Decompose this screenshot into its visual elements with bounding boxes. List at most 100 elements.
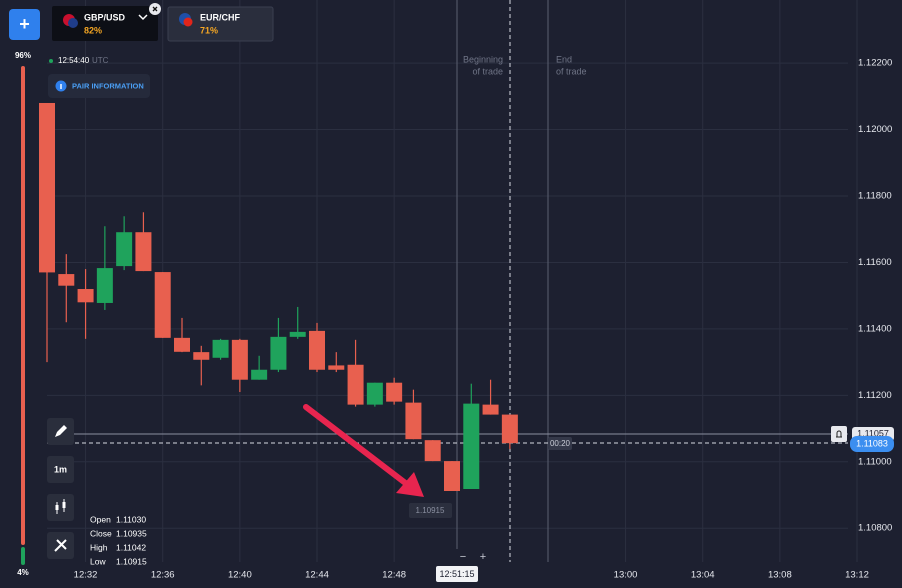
end-label: End <box>556 54 572 64</box>
candle-body <box>347 364 364 405</box>
current-price: 1.11083 <box>856 438 888 448</box>
zoom-in[interactable]: + <box>480 551 486 563</box>
begin-label: of trade <box>472 66 503 76</box>
candle-body <box>39 102 55 273</box>
tab-payout: 71% <box>200 25 218 35</box>
candle-body <box>405 402 422 440</box>
x-tick-label: 12:40 <box>228 570 252 581</box>
ohlc-value: 1.11042 <box>116 542 146 552</box>
candle-body <box>366 382 383 405</box>
candle-body <box>444 461 460 491</box>
sentiment-down <box>21 66 25 545</box>
chevron[interactable] <box>138 14 148 21</box>
timeframe: 1m <box>54 464 67 474</box>
x-axis: 12:32 12:36 12:40 12:44 12:48 13:00 13:04 13:08… <box>74 570 869 581</box>
x-tick-label: 13:08 <box>768 570 792 581</box>
info-icon <box>60 84 62 89</box>
x-tick-label: 13:12 <box>845 570 869 581</box>
y-tick-label: 1.11600 <box>858 257 892 268</box>
candle-body <box>289 331 306 337</box>
x-tick-label: 12:36 <box>151 570 175 581</box>
close-icon <box>152 6 158 12</box>
sentiment-up <box>21 547 25 565</box>
up-percent: 96% <box>15 51 31 60</box>
zoom-controls <box>454 549 492 565</box>
candle-body <box>58 274 75 286</box>
down-percent: 4% <box>17 568 29 577</box>
candle-body <box>386 382 403 402</box>
ohlc-label: Low <box>90 556 106 566</box>
candle-body <box>174 337 190 352</box>
candle-body <box>482 404 499 415</box>
candle-body <box>328 365 345 370</box>
begin-label: Beginning <box>463 54 503 64</box>
y-tick-label: 1.11000 <box>858 456 892 467</box>
countdown: 00:20 <box>550 439 571 448</box>
tab[interactable] <box>167 6 274 42</box>
y-tick-label: 1.12200 <box>858 58 892 69</box>
y-tick-label: 1.12000 <box>858 124 892 135</box>
add-button[interactable] <box>9 9 40 40</box>
y-tick-label: 1.11800 <box>858 191 892 202</box>
ohlc-value: 1.10915 <box>116 556 147 566</box>
ohlc-box: Open 1.11030 Close 1.10935 High 1.11042 Low 1.1… <box>90 514 147 566</box>
x-tick-label: 12:48 <box>382 570 406 581</box>
x-tick-label: 13:04 <box>691 570 715 581</box>
live-dot <box>49 59 53 63</box>
add-button-label: + <box>19 14 30 34</box>
indicator-icon <box>54 539 67 552</box>
x-tick-label: 12:32 <box>74 570 98 581</box>
candle-body <box>116 232 133 267</box>
arrow <box>303 404 424 497</box>
hover-price: 1.11057 <box>857 428 889 438</box>
candle-body <box>270 336 287 370</box>
candle-body <box>501 414 518 444</box>
low-label-box <box>409 503 452 518</box>
crosshair-time-box <box>436 566 478 582</box>
current-price-box <box>850 436 894 452</box>
bell-icon <box>836 430 842 438</box>
clock-zone: UTC <box>92 56 109 65</box>
candle-body <box>135 232 152 272</box>
y-tick-label: 1.10800 <box>858 523 892 534</box>
tab-pair: GBP/USD <box>84 12 126 22</box>
flag <box>183 17 193 27</box>
candle-body <box>193 352 210 360</box>
chart-type-icon <box>55 505 59 510</box>
candle-body <box>309 330 325 370</box>
pair-info-button[interactable] <box>48 74 150 98</box>
pair-info-label: PAIR INFORMATION <box>72 81 144 90</box>
x-tick-label: 13:00 <box>614 570 638 581</box>
tab-pair: EUR/CHF <box>200 12 241 22</box>
candle-body <box>251 369 268 380</box>
low-label: 1.10915 <box>416 506 445 515</box>
ohlc-label: Close <box>90 528 112 538</box>
y-tick-label: 1.11400 <box>858 323 892 334</box>
y-tick-label: 1.11200 <box>858 390 892 401</box>
candle-body <box>231 339 248 380</box>
ohlc-label: High <box>90 542 108 552</box>
countdown-box <box>548 437 572 450</box>
clock-time: 12:54:40 <box>58 56 90 65</box>
timeframe-button[interactable] <box>47 456 74 483</box>
candle-body <box>212 339 229 358</box>
pencil-icon <box>55 425 67 437</box>
chart-type-icon <box>62 502 66 508</box>
zoom-out[interactable]: − <box>460 551 466 563</box>
candle-body <box>463 403 480 490</box>
crosshair-time: 12:51:15 <box>439 569 474 579</box>
candle-body <box>154 272 171 338</box>
ohlc-value: 1.11030 <box>116 514 146 524</box>
ohlc-label: Open <box>90 514 111 524</box>
candles <box>39 102 518 491</box>
tab-payout: 82% <box>84 25 102 35</box>
alert-button[interactable] <box>831 426 847 442</box>
chart-type-button[interactable] <box>47 494 74 521</box>
candle-body <box>77 289 94 303</box>
flag <box>68 18 78 28</box>
candle-body <box>96 268 113 303</box>
ohlc-value: 1.10935 <box>116 528 147 538</box>
tab-active[interactable] <box>52 6 158 41</box>
candle-body <box>424 440 441 462</box>
